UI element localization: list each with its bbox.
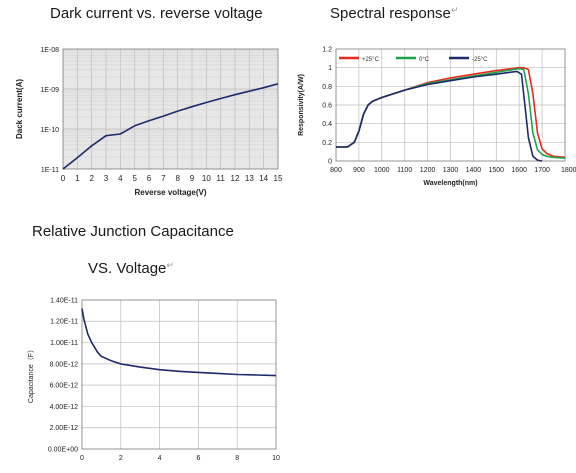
- dark-current-x-tick-label: 6: [147, 174, 152, 183]
- dark-current-x-tick-label: 10: [202, 174, 211, 183]
- spectral-response-x-tick-label: 1300: [443, 167, 459, 174]
- spectral-response-x-tick-label: 1200: [420, 167, 436, 174]
- capacitance-y-tick-label: 8.00E-12: [50, 361, 79, 368]
- dark-current-x-tick-label: 12: [231, 174, 240, 183]
- dark-current-y-tick-label: 1E-08: [40, 47, 59, 54]
- spectral-response-y-tick-label: 0.8: [322, 84, 332, 91]
- spectral-response-x-tick-label: 1000: [374, 167, 390, 174]
- spectral-response-y-tick-label: 0.6: [322, 102, 332, 109]
- dark-current-x-tick-label: 14: [259, 174, 268, 183]
- dark-current-x-tick-label: 5: [132, 174, 137, 183]
- spectral-response-y-tick-label: 0.4: [322, 121, 332, 128]
- capacitance-y-tick-label: 4.00E-12: [50, 404, 79, 411]
- spectral-response-x-axis-label: Wavelength(nm): [423, 180, 477, 187]
- spectral-response-y-tick-label: 1.2: [322, 46, 332, 53]
- capacitance-y-tick-label: 1.00E-11: [50, 340, 78, 347]
- legend-label: +25°C: [362, 57, 380, 63]
- capacitance-x-tick-label: 0: [80, 455, 84, 462]
- dark-current-x-tick-label: 4: [118, 174, 123, 183]
- dark-current-y-tick-label: 1E-11: [41, 167, 59, 174]
- dark-current-plot-border: [62, 48, 279, 170]
- return-mark-icon: ↵: [166, 260, 174, 270]
- dark-current-x-tick-label: 1: [75, 174, 80, 183]
- dark-current-plot-area: [63, 49, 278, 169]
- dark-current-x-tick-label: 11: [217, 174, 226, 183]
- dark-current-x-tick-label: 3: [104, 174, 109, 183]
- spectral-response-x-tick-label: 1700: [534, 167, 550, 174]
- spectral-response-y-tick-label: 1: [328, 65, 332, 72]
- capacitance-series-line: [81, 308, 277, 377]
- spectral-response-x-tick-label: 800: [330, 167, 342, 174]
- spectral-response-y-tick-label: 0: [328, 158, 332, 165]
- dark-current-x-axis-label: Reverse voltage(V): [134, 188, 206, 197]
- dark-current-series-line: [62, 83, 279, 170]
- capacitance-x-tick-label: 2: [119, 455, 123, 462]
- capacitance-y-tick-label: 1.40E-11: [50, 297, 78, 304]
- capacitance-subtitle: VS. Voltage↵: [88, 260, 174, 277]
- dark-current-x-tick-label: 8: [175, 174, 180, 183]
- capacitance-y-tick-label: 0.00E+00: [48, 446, 78, 453]
- capacitance-y-axis-label: Capacitance（F）: [27, 346, 35, 403]
- capacitance-y-tick-label: 6.00E-12: [50, 383, 79, 390]
- dark-current-x-tick-label: 2: [89, 174, 94, 183]
- spectral-response-title: Spectral response↵: [330, 5, 459, 22]
- capacitance-plot-border: [81, 299, 277, 450]
- dark-current-x-tick-label: 9: [190, 174, 195, 183]
- capacitance-x-tick-label: 6: [196, 455, 200, 462]
- dark-current-title: Dark current vs. reverse voltage: [50, 5, 263, 22]
- capacitance-y-tick-label: 1.20E-11: [50, 319, 78, 326]
- capacitance-x-tick-label: 4: [158, 455, 162, 462]
- spectral-response-x-tick-label: 1500: [489, 167, 505, 174]
- spectral-response-x-tick-label: 1400: [466, 167, 482, 174]
- dark-current-x-tick-label: 7: [161, 174, 166, 183]
- spectral-response-x-tick-label: 1600: [511, 167, 527, 174]
- capacitance-title: Relative Junction Capacitance: [32, 223, 234, 240]
- return-mark-icon: ↵: [450, 5, 459, 15]
- spectral-response-legend: +25°C 0°C -25°C: [339, 56, 488, 63]
- dark-current-x-tick-label: 0: [61, 174, 66, 183]
- capacitance-chart: 0 2 4 6 8 10 0.00E+00 2.00E-12 4.00E-12 6.00E-12 8…: [27, 297, 280, 462]
- spectral-response-x-tick-label: 1800: [561, 167, 576, 174]
- dark-current-x-tick-label: 13: [245, 174, 254, 183]
- capacitance-x-tick-label: 8: [235, 455, 239, 462]
- legend-label: 0°C: [419, 57, 430, 63]
- spectral-response-plot-border: [335, 48, 566, 162]
- dark-current-y-axis-label: Dack current(A): [15, 79, 24, 139]
- spectral-response-x-tick-label: 1100: [397, 167, 412, 174]
- spectral-response-y-axis-label: Responsivity(A/W): [298, 74, 305, 136]
- dark-current-chart: 0 1 2 3 4 5 6 7 8 9 10 11 12 13 14 151E-081E-091E-101E-…: [15, 47, 283, 197]
- dark-current-y-tick-label: 1E-09: [40, 87, 59, 94]
- spectral-response-series-line-2: [336, 70, 543, 162]
- spectral-response-x-tick-label: 900: [353, 167, 365, 174]
- dark-current-x-tick-label: 15: [274, 174, 283, 183]
- spectral-response-y-tick-label: 0.2: [322, 140, 332, 147]
- legend-label: -25°C: [472, 57, 488, 63]
- spectral-response-chart: 800 900 1000 1100 1200 1300 1400 1500 1600 1700 18…: [298, 46, 576, 187]
- dark-current-y-tick-label: 1E-10: [40, 127, 59, 134]
- capacitance-y-tick-label: 2.00E-12: [50, 425, 79, 432]
- capacitance-x-tick-label: 10: [272, 455, 280, 462]
